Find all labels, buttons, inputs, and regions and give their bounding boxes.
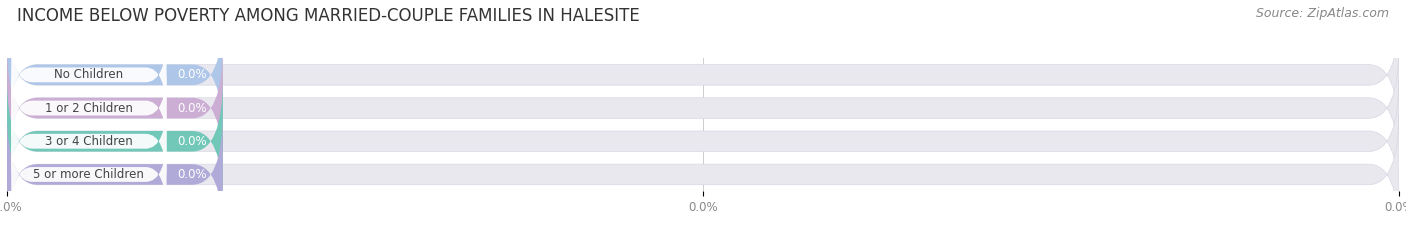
Text: No Children: No Children <box>55 68 124 81</box>
FancyBboxPatch shape <box>7 112 1399 233</box>
Text: 0.0%: 0.0% <box>177 68 207 81</box>
FancyBboxPatch shape <box>7 112 222 233</box>
FancyBboxPatch shape <box>7 12 222 138</box>
FancyBboxPatch shape <box>7 45 222 171</box>
Text: INCOME BELOW POVERTY AMONG MARRIED-COUPLE FAMILIES IN HALESITE: INCOME BELOW POVERTY AMONG MARRIED-COUPL… <box>17 7 640 25</box>
FancyBboxPatch shape <box>7 79 222 204</box>
Text: 0.0%: 0.0% <box>177 135 207 148</box>
FancyBboxPatch shape <box>11 132 166 217</box>
FancyBboxPatch shape <box>7 45 1399 171</box>
FancyBboxPatch shape <box>7 79 1399 204</box>
Text: 0.0%: 0.0% <box>177 102 207 115</box>
FancyBboxPatch shape <box>11 66 166 151</box>
Text: 5 or more Children: 5 or more Children <box>34 168 145 181</box>
Text: Source: ZipAtlas.com: Source: ZipAtlas.com <box>1256 7 1389 20</box>
Text: 1 or 2 Children: 1 or 2 Children <box>45 102 132 115</box>
FancyBboxPatch shape <box>11 32 166 117</box>
FancyBboxPatch shape <box>7 12 1399 138</box>
Text: 0.0%: 0.0% <box>177 168 207 181</box>
FancyBboxPatch shape <box>11 99 166 184</box>
Text: 3 or 4 Children: 3 or 4 Children <box>45 135 132 148</box>
